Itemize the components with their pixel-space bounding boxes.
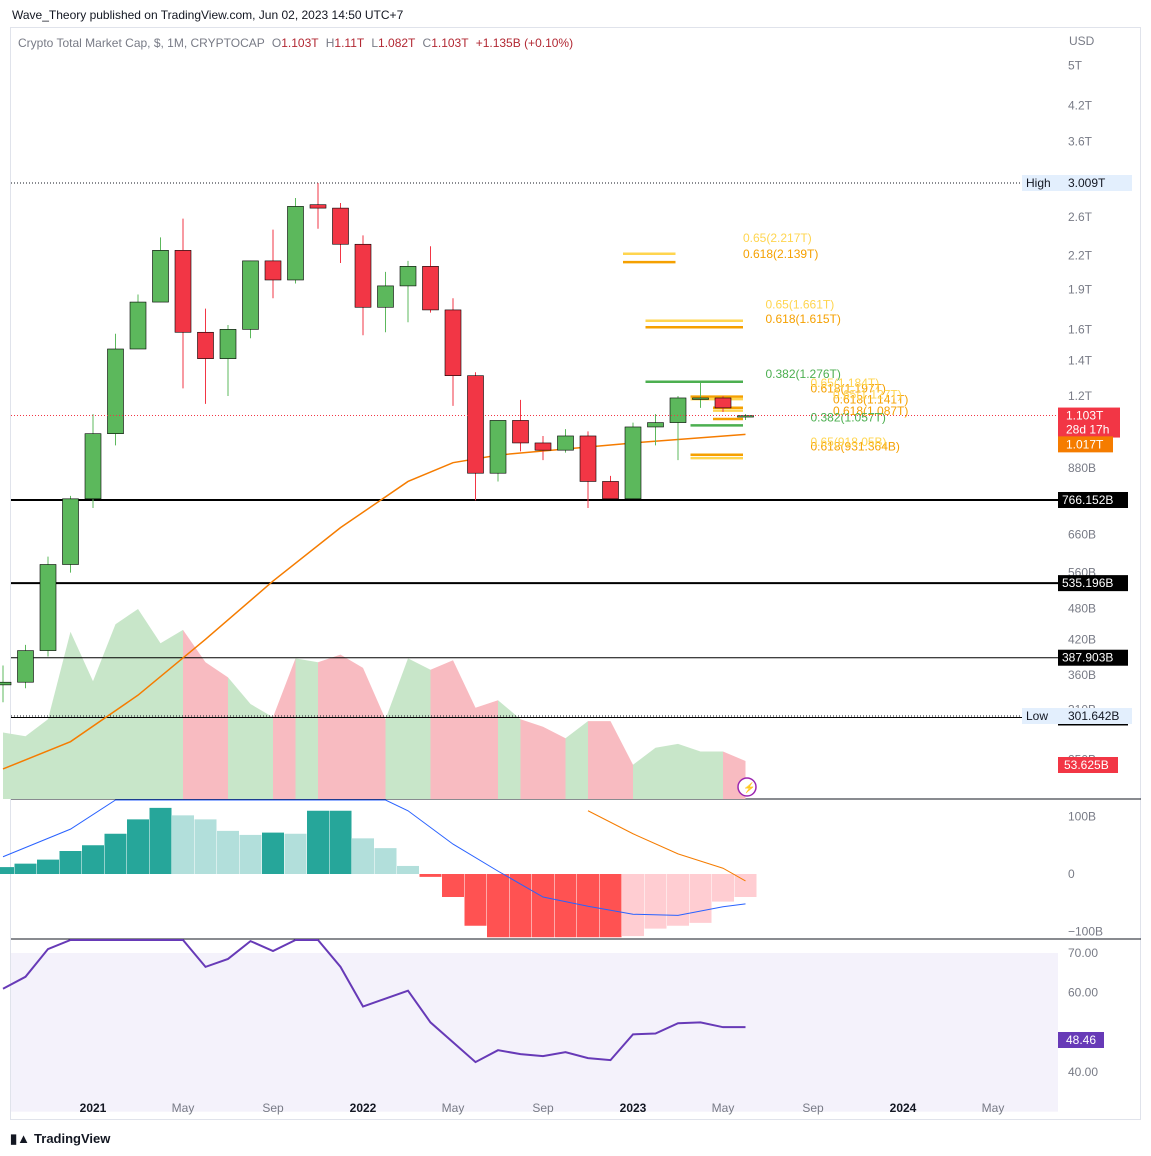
chart-frame [10, 27, 1141, 1120]
open-value: 1.103T [281, 36, 319, 50]
low-label: L [371, 36, 379, 50]
chart-legend: Crypto Total Market Cap, $, 1M, CRYPTOCA… [18, 36, 573, 50]
footer: ▮▲ TradingView [10, 1131, 110, 1147]
footer-brand[interactable]: TradingView [34, 1131, 111, 1146]
close-label: C [422, 36, 432, 50]
close-value: 1.103T [431, 36, 469, 50]
open-label: O [271, 36, 282, 50]
high-label: H [325, 36, 335, 50]
chart-attribution: Wave_Theory published on TradingView.com… [12, 8, 404, 22]
symbol-description[interactable]: Crypto Total Market Cap, $, 1M, CRYPTOCA… [18, 36, 265, 50]
low-value: 1.082T [378, 36, 416, 50]
change-value: +1.135B (+0.10%) [475, 36, 574, 50]
high-value: 1.11T [334, 36, 364, 50]
tradingview-logo-icon[interactable]: ▮▲ [10, 1131, 31, 1146]
